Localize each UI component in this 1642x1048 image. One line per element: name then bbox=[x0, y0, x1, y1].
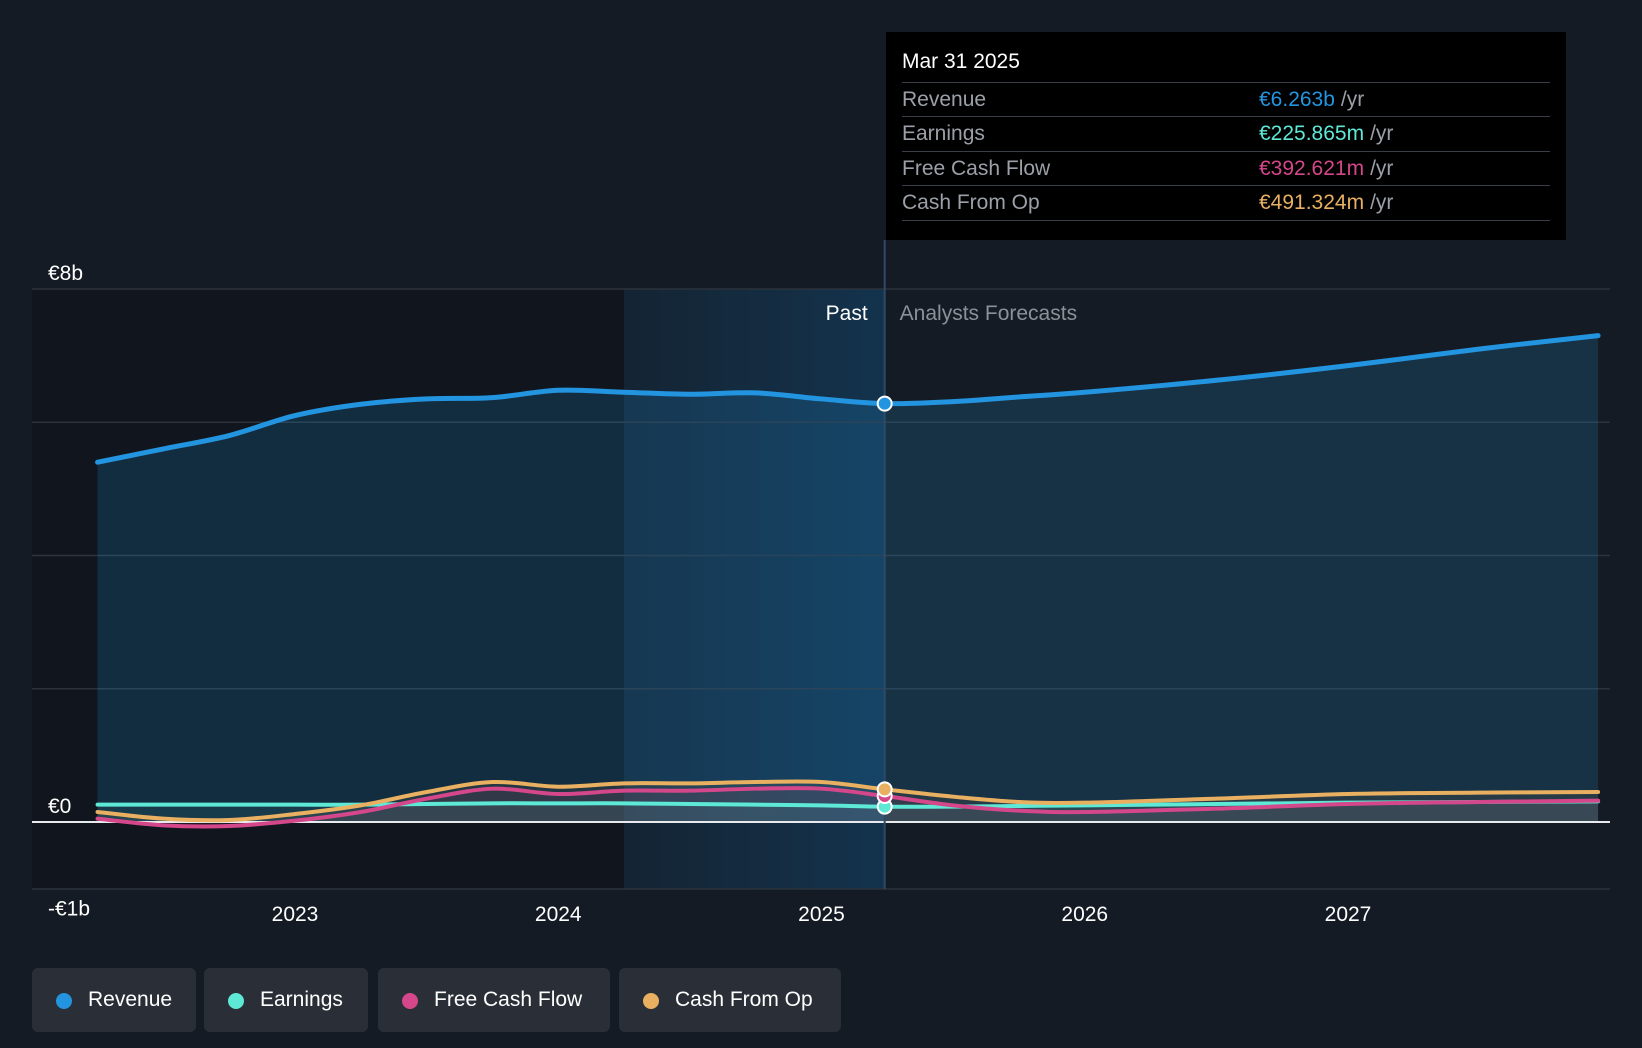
past-label: Past bbox=[826, 302, 868, 325]
legend-item-fcf[interactable]: Free Cash Flow bbox=[378, 968, 610, 1032]
y-axis-labels: €8b €0 -€1b bbox=[48, 262, 90, 921]
x-tick-label: 2024 bbox=[535, 903, 582, 926]
series-lines bbox=[95, 333, 1601, 829]
tooltip-row-fcf: Free Cash Flow €392.621m/yr bbox=[902, 151, 1550, 186]
legend-dot-icon bbox=[228, 993, 244, 1009]
cfo-marker bbox=[876, 781, 893, 798]
revenue-area bbox=[97, 335, 1599, 822]
tooltip-value-cfo: €491.324m/yr bbox=[1259, 191, 1394, 214]
x-tick-label: 2027 bbox=[1325, 903, 1372, 926]
legend-dot-icon bbox=[643, 993, 659, 1009]
tooltip-label: Earnings bbox=[902, 122, 985, 145]
legend-item-cfo[interactable]: Cash From Op bbox=[619, 968, 841, 1032]
x-tick-label: 2026 bbox=[1061, 903, 1108, 926]
series-markers bbox=[876, 395, 893, 815]
tooltip-label: Revenue bbox=[902, 88, 987, 111]
tooltip-row-earnings: Earnings €225.865m/yr bbox=[902, 116, 1550, 151]
tooltip-date: Mar 31 2025 bbox=[902, 50, 1020, 73]
tooltip-row-cfo: Cash From Op €491.324m/yr bbox=[902, 185, 1550, 221]
tooltip: Mar 31 2025 Revenue €6.263b/yr Earnings … bbox=[886, 32, 1566, 240]
revenue-marker bbox=[876, 395, 893, 412]
grid-lines bbox=[32, 288, 1610, 890]
forecast-label: Analysts Forecasts bbox=[900, 302, 1077, 325]
tooltip-value-fcf: €392.621m/yr bbox=[1259, 157, 1394, 180]
tooltip-label: Free Cash Flow bbox=[902, 157, 1051, 180]
fcf-line bbox=[95, 786, 1601, 829]
tooltip-value-earnings: €225.865m/yr bbox=[1259, 122, 1394, 145]
x-tick-label: 2025 bbox=[798, 903, 845, 926]
legend-label: Free Cash Flow bbox=[434, 988, 583, 1011]
y-tick-label: €0 bbox=[48, 795, 71, 818]
legend-label: Cash From Op bbox=[675, 988, 813, 1011]
y-tick-label: €8b bbox=[48, 262, 83, 285]
revenue-line bbox=[95, 333, 1601, 465]
x-axis-labels: 2023 2024 2025 2026 2027 bbox=[272, 903, 1372, 926]
tooltip-row-revenue: Revenue €6.263b/yr bbox=[902, 82, 1550, 117]
cfo-line bbox=[95, 779, 1601, 823]
y-tick-label: -€1b bbox=[48, 898, 90, 921]
x-tick-label: 2023 bbox=[272, 903, 319, 926]
earnings-line bbox=[95, 799, 1601, 809]
legend-label: Earnings bbox=[260, 988, 343, 1011]
legend-label: Revenue bbox=[88, 988, 173, 1011]
tooltip-label: Cash From Op bbox=[902, 191, 1040, 214]
legend-dot-icon bbox=[56, 993, 72, 1009]
tooltip-value-revenue: €6.263b/yr bbox=[1259, 88, 1365, 111]
legend-dot-icon bbox=[402, 993, 418, 1009]
legend-item-earnings[interactable]: Earnings bbox=[204, 968, 368, 1032]
legend-item-revenue[interactable]: Revenue bbox=[32, 968, 196, 1032]
